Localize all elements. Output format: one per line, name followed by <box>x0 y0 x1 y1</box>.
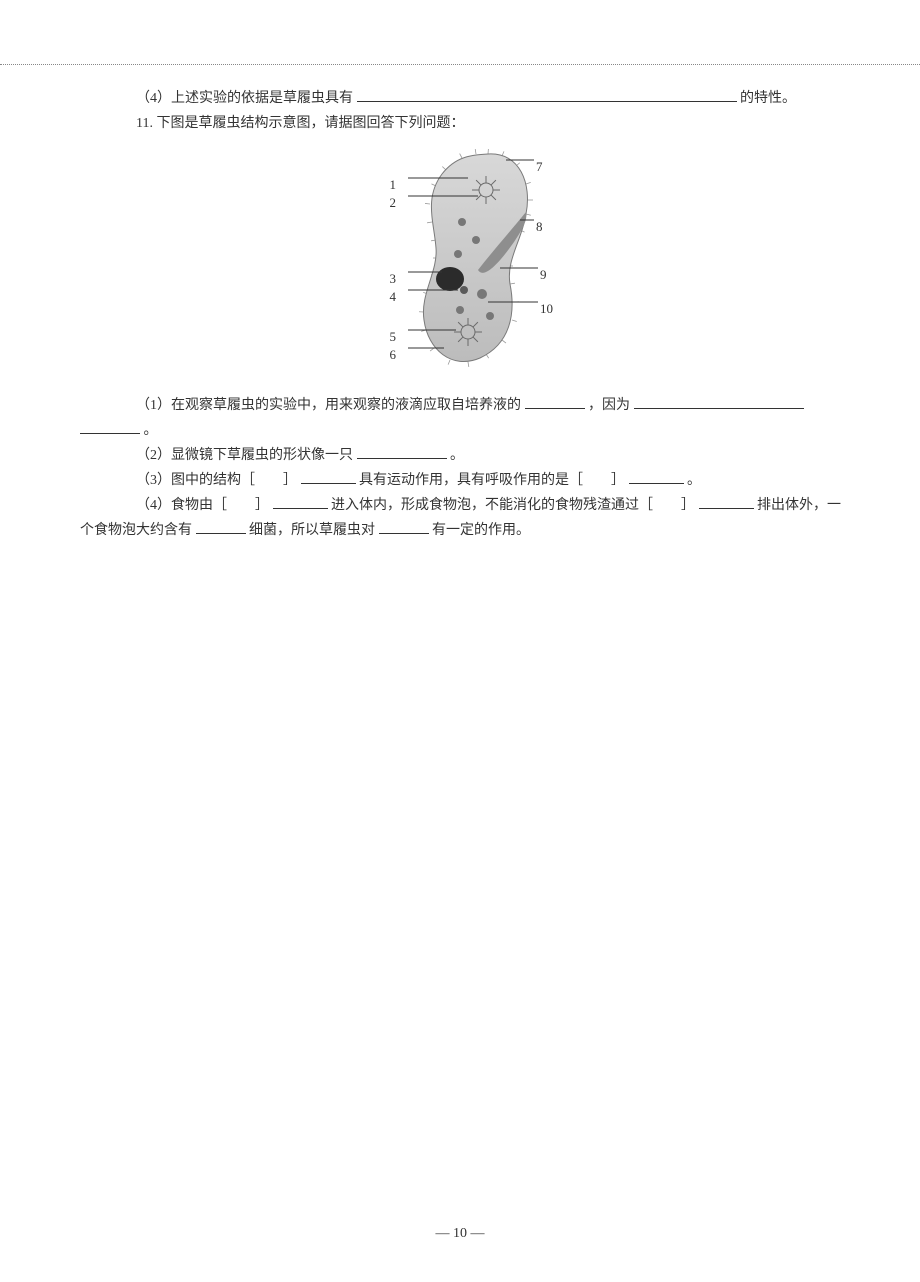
q11-4-l2c: 有一定的作用。 <box>432 523 530 538</box>
q11-1-blank1 <box>525 393 585 409</box>
q11-4-blank2 <box>699 493 754 509</box>
q11-4-blank3 <box>196 518 246 534</box>
q11-4-l2a: 个食物泡大约含有 <box>80 523 192 538</box>
diagram-label-10: 10 <box>540 296 560 321</box>
q11-4-blank4 <box>379 518 429 534</box>
q11-1-blank3 <box>80 418 140 434</box>
q11-3-b: 具有运动作用，具有呼吸作用的是［ ］ <box>359 473 625 488</box>
page-number: — 10 — <box>0 1226 920 1242</box>
q11-4-line2: 个食物泡大约含有 细菌，所以草履虫对 有一定的作用。 <box>80 518 840 543</box>
q11-4-blank1 <box>273 493 328 509</box>
q4-prefix: （4）上述实验的依据是草履虫具有 <box>136 91 353 106</box>
q4-line: （4）上述实验的依据是草履虫具有 的特性。 <box>80 86 840 111</box>
q4-suffix: 的特性。 <box>740 91 796 106</box>
diagram-label-2: 2 <box>376 190 396 215</box>
q11-2-end: 。 <box>450 448 464 463</box>
diagram-label-7: 7 <box>536 154 556 179</box>
diagram-label-8: 8 <box>536 214 556 239</box>
q11-2-a: （2）显微镜下草履虫的形状像一只 <box>136 448 353 463</box>
diagram-label-4: 4 <box>376 284 396 309</box>
q11-3-end: 。 <box>687 473 701 488</box>
q11-1-end: 。 <box>144 423 158 438</box>
dotted-divider <box>0 64 920 65</box>
q11-1-a: （1）在观察草履虫的实验中，用来观察的液滴应取自培养液的 <box>136 398 521 413</box>
paramecium-diagram: 12345678910 <box>350 144 570 374</box>
q11-1-b: ，因为 <box>588 398 630 413</box>
q11-intro: 11. 下图是草履虫结构示意图，请据图回答下列问题： <box>80 111 840 136</box>
q11-3-blank2 <box>629 468 684 484</box>
q11-2-blank <box>357 443 447 459</box>
q11-4-b: 进入体内，形成食物泡，不能消化的食物残渣通过［ ］ <box>331 498 695 513</box>
q11-4-a: （4）食物由［ ］ <box>136 498 269 513</box>
page-content: （4）上述实验的依据是草履虫具有 的特性。 11. 下图是草履虫结构示意图，请据… <box>80 86 840 543</box>
diagram-wrap: 12345678910 <box>80 136 840 393</box>
q11-3-blank1 <box>301 468 356 484</box>
diagram-label-9: 9 <box>540 262 560 287</box>
q11-4-l2b: 细菌，所以草履虫对 <box>249 523 375 538</box>
q11-1-blank2 <box>634 393 804 409</box>
q11-2-line: （2）显微镜下草履虫的形状像一只 。 <box>80 443 840 468</box>
q11-1-line1: （1）在观察草履虫的实验中，用来观察的液滴应取自培养液的 ，因为 <box>80 393 840 418</box>
q11-4-c: 排出体外，一 <box>757 498 841 513</box>
q11-3-a: （3）图中的结构［ ］ <box>136 473 297 488</box>
diagram-label-6: 6 <box>376 342 396 367</box>
q11-4-line1: （4）食物由［ ］ 进入体内，形成食物泡，不能消化的食物残渣通过［ ］ 排出体外… <box>80 493 840 518</box>
q4-blank <box>357 86 737 102</box>
q11-1-line2: 。 <box>80 418 840 443</box>
q11-3-line: （3）图中的结构［ ］ 具有运动作用，具有呼吸作用的是［ ］ 。 <box>80 468 840 493</box>
